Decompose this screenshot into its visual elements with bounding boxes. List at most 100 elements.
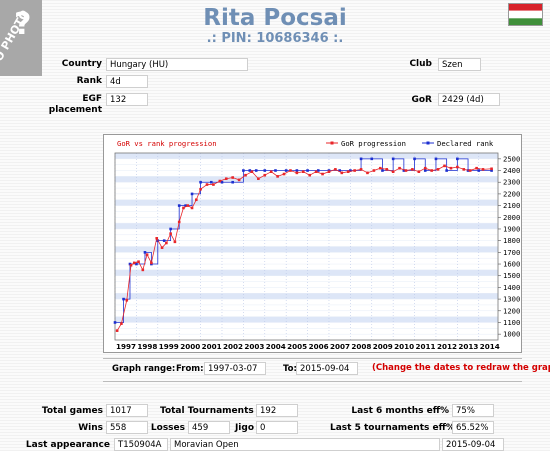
gor-series-point: [490, 167, 493, 171]
gor-series-point: [160, 246, 164, 249]
y-tick-label-gor: 2100: [503, 201, 520, 210]
gor-series-point: [276, 175, 279, 178]
rank-series-point: [113, 321, 117, 324]
gor-series-point: [282, 172, 286, 176]
gor-series-point: [327, 170, 331, 173]
rank-series-point: [263, 169, 267, 172]
x-tick-label: 1998: [137, 342, 157, 351]
gor-series-point: [155, 237, 159, 240]
gor-series-point: [481, 168, 485, 171]
last-5-tournaments-label: Last 5 tournaments eff%: [330, 423, 455, 433]
last-appearance-tournament[interactable]: Moravian Open: [170, 438, 440, 451]
question-mark-icon: ?: [14, 7, 31, 42]
total-tournaments-label: Total Tournaments: [160, 406, 254, 416]
x-tick-label: 2006: [309, 342, 329, 351]
gor-series-point: [353, 169, 356, 172]
y-tick-label-gor: 1900: [503, 224, 520, 233]
divider: [103, 358, 522, 359]
rank-series-point: [122, 297, 125, 301]
rank-series-point: [295, 169, 299, 172]
grid-stripe: [115, 246, 498, 253]
gor-series-point: [125, 298, 129, 302]
club-label: Club: [409, 59, 432, 69]
gor-series-point: [199, 187, 202, 191]
rank-series-point: [490, 169, 493, 172]
x-tick-label: 1997: [116, 342, 136, 351]
gor-series-point: [411, 168, 414, 171]
gor-series-point: [231, 176, 234, 179]
gor-series-point: [165, 241, 168, 245]
rank-series-point: [434, 157, 438, 161]
gor-series-point: [430, 169, 433, 172]
rank-series-point: [169, 227, 172, 231]
rank-series-point: [423, 169, 427, 172]
last-6-months-label: Last 6 months eff%: [351, 406, 449, 416]
gor-series-point: [423, 166, 427, 170]
to-label: To:: [283, 364, 297, 374]
total-tournaments-field: 192: [256, 404, 298, 417]
to-date-input[interactable]: 2015-09-04: [296, 362, 358, 375]
legend-rank-label: Declared rank: [437, 139, 494, 148]
graph-range-label: Graph range:: [112, 364, 176, 374]
gor-series-point: [404, 169, 408, 172]
gor-series-point: [141, 268, 145, 272]
last-5-tournaments-field: 65.52%: [452, 421, 494, 434]
rank-series-point: [248, 169, 252, 172]
hungary-flag-icon: [508, 3, 543, 26]
rank-series-point: [338, 169, 341, 172]
gor-series-point: [398, 166, 401, 170]
gor-series-point: [443, 164, 446, 168]
y-tick-label-gor: 1300: [503, 295, 520, 304]
rank-series-point: [242, 169, 245, 172]
gor-series-point: [289, 169, 292, 172]
gor-series-point: [269, 170, 273, 173]
club-field: Szen: [438, 58, 481, 71]
y-tick-label-gor: 2200: [503, 189, 520, 198]
x-tick-label: 2010: [394, 342, 414, 351]
from-date-input[interactable]: 1997-03-07: [204, 362, 266, 375]
grid-stripe: [115, 199, 498, 206]
last-appearance-label: Last appearance: [25, 440, 110, 450]
gor-label: GoR: [411, 95, 432, 105]
x-tick-label: 2008: [351, 342, 371, 351]
gor-series-point: [244, 173, 247, 177]
x-tick-label: 2002: [223, 342, 243, 351]
gor-series-point: [169, 232, 172, 235]
grid-stripe: [115, 316, 498, 323]
x-tick-label: 2007: [330, 342, 350, 351]
gor-series-point: [237, 178, 241, 182]
y-tick-label-gor: 1200: [503, 306, 520, 315]
rank-series-point: [477, 169, 481, 172]
gor-series-point: [224, 177, 228, 181]
egf-placement-field: 132: [106, 93, 148, 106]
gor-series-point: [132, 261, 136, 265]
rank-series-point: [316, 169, 320, 172]
gor-series-point: [257, 177, 260, 181]
gor-series-point: [462, 168, 466, 171]
y-tick-label-gor: 2000: [503, 213, 520, 222]
grid-stripe: [115, 269, 498, 276]
gor-series-point: [190, 206, 194, 210]
rank-series-point: [177, 204, 181, 207]
gor-series-point: [195, 198, 198, 202]
grid-stripe: [115, 176, 498, 183]
rank-series-point: [199, 180, 202, 184]
x-tick-label: 2014: [480, 342, 500, 351]
rank-series-point: [162, 239, 166, 242]
gor-series-point: [295, 171, 299, 175]
player-name: Rita Pocsai: [203, 5, 347, 31]
last-appearance-code[interactable]: T150904A: [114, 438, 168, 451]
from-label: From:: [176, 364, 204, 374]
legend-rank-marker: [426, 141, 430, 145]
gor-series-point: [250, 170, 254, 173]
gor-series-point: [150, 261, 153, 265]
gor-series-point: [314, 170, 318, 173]
no-photo-placeholder: NO PHOTO ?: [0, 0, 42, 76]
rank-series-point: [402, 169, 406, 172]
legend-gor-marker: [330, 141, 334, 145]
rank-series-point: [370, 157, 374, 161]
wins-field: 558: [106, 421, 148, 434]
gor-series-point: [385, 168, 389, 171]
gor-series-point: [468, 169, 472, 172]
rank-series-point: [381, 169, 384, 172]
